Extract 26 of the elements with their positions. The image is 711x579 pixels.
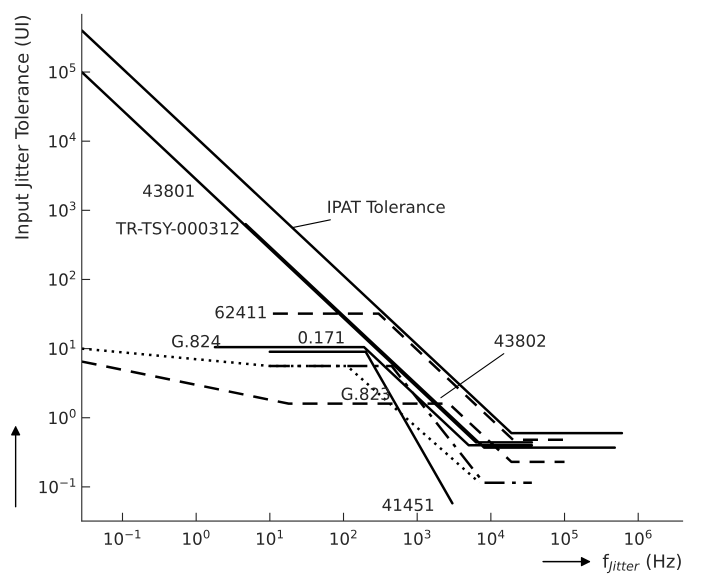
annotation: G.823: [342, 388, 390, 400]
y-tick-label: 10$^{−1}$: [40, 478, 76, 494]
annotation: 0.171: [298, 331, 344, 344]
x-tick-label: 10$^{0}$: [183, 530, 210, 545]
y-tick-label: 10$^{3}$: [49, 201, 76, 217]
annotation: 62411: [215, 306, 266, 319]
annotation: 41451: [382, 498, 434, 512]
annotation: 43801: [143, 184, 194, 198]
x-tick-label: 10$^{2}$: [330, 530, 356, 545]
x-tick-label: 10$^{1}$: [257, 530, 283, 545]
x-axis-title: f$_{Jitter}$ (Hz): [602, 554, 681, 574]
y-axis-title: Input Jitter Tolerance (UI): [14, 16, 32, 238]
annotation: IPAT Tolerance: [328, 200, 445, 214]
y-tick-label: 10$^{5}$: [49, 63, 76, 78]
x-tick-label: 10$^{4}$: [478, 530, 504, 545]
x-tick-label: 10$^{5}$: [552, 530, 578, 545]
x-tick-label: 10$^{6}$: [625, 530, 652, 545]
annotation: 43802: [494, 334, 546, 347]
y-tick-label: 10$^{1}$: [49, 340, 76, 356]
annotation: G.824: [172, 334, 220, 348]
annotation: TR-TSY-000312: [116, 222, 238, 235]
y-tick-label: 10$^{0}$: [49, 408, 76, 424]
x-tick-label: 10$^{3}$: [404, 530, 430, 545]
y-tick-label: 10$^{4}$: [49, 132, 76, 148]
x-tick-label: 10$^{−1}$: [104, 530, 140, 545]
y-tick-label: 10$^{2}$: [49, 270, 76, 286]
